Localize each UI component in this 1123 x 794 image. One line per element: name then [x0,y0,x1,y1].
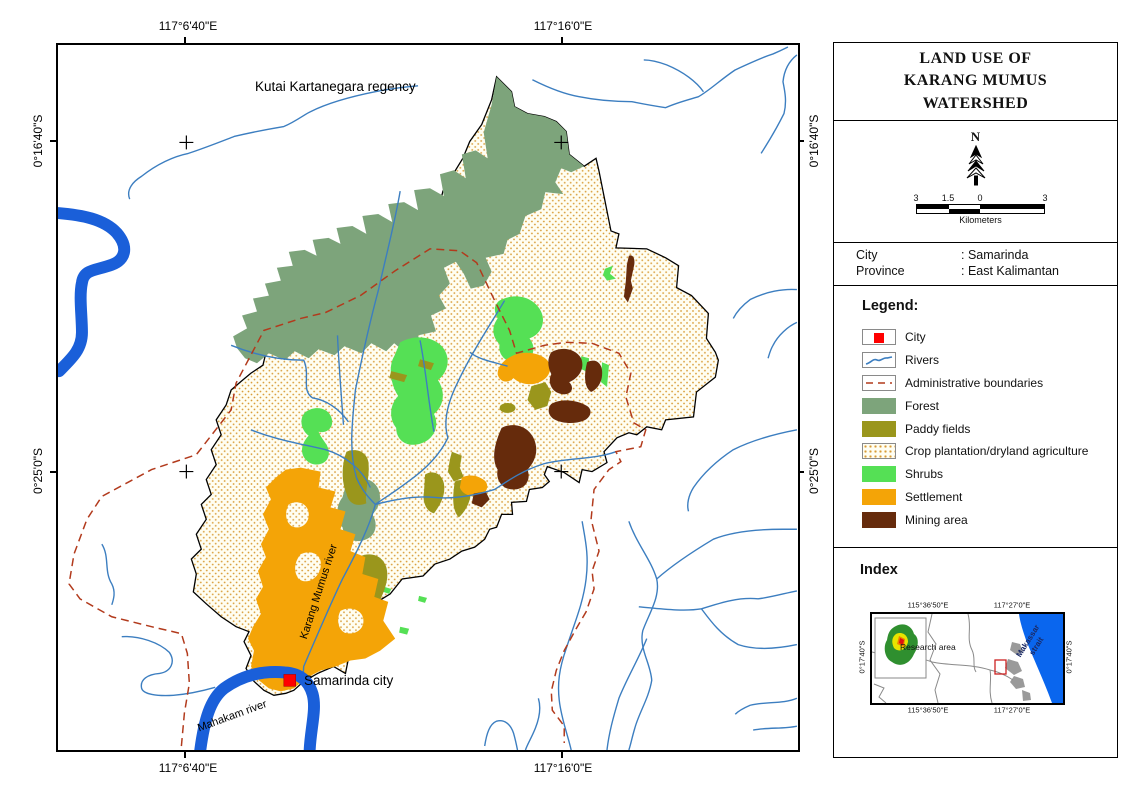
city-marker[interactable] [283,674,296,687]
index-heading: Index [860,562,898,578]
legend-section: Legend: City Rivers Administrative bo [834,286,1117,548]
legend-item-crop[interactable]: Crop plantation/dryland agriculture [862,440,1107,463]
city-swatch-icon [862,329,896,346]
coastal-patches [1005,642,1031,701]
index-coord-left: 0°17'40"S [857,640,867,674]
province-value: : East Kalimantan [961,264,1059,278]
tick-left-2 [50,471,56,473]
tick-top-1 [184,37,186,43]
coord-bottom-1: 117°6'40"E [158,761,218,775]
province-key: Province [856,264,905,278]
tick-top-2 [561,37,563,43]
tick-left-1 [50,140,56,142]
index-section: Index 115°36'50"E 117°27'0"E 115°36'50"E… [834,548,1117,758]
map-title: LAND USE OF KARANG MUMUS WATERSHED [903,49,1048,112]
map-frame: Kutai Kartanegara regency Samarinda city… [56,43,800,752]
tick-right-2 [798,471,804,473]
samarinda-city-label: Samarinda city [304,673,394,688]
tick-bottom-2 [561,752,563,758]
location-section: City : Samarinda Province : East Kaliman… [834,243,1117,286]
coord-top-2: 117°16'0"E [533,19,593,33]
index-map[interactable]: Research area Makassar strait [870,612,1065,705]
scale-bar-numbers: 3 1.5 0 3 [913,193,1048,203]
paddy-swatch-icon [862,420,896,437]
scale-bar: 3 1.5 0 3 Kil [913,193,1048,225]
legend-heading: Legend: [862,298,919,314]
tick-bottom-1 [184,752,186,758]
mining-swatch-icon [862,511,896,528]
graticule-crosses [179,135,569,479]
coord-left-2: 0°25'0"S [31,447,45,495]
title-section: LAND USE OF KARANG MUMUS WATERSHED [834,43,1117,121]
makassar-strait-sea [1019,614,1063,703]
administrative-boundary [68,248,647,747]
legend-item-admin-boundaries[interactable]: Administrative boundaries [862,372,1107,395]
scale-section: N 3 1.5 0 3 [834,121,1117,243]
mahakam-river [58,207,320,750]
legend-item-mining[interactable]: Mining area [862,508,1107,531]
settlement-areas [248,352,551,692]
karang-mumus-river [230,191,617,683]
forest-swatch-icon [862,397,896,414]
mining-areas [471,255,635,508]
index-map-canvas [871,613,1063,704]
research-area-box [994,659,1007,675]
shrubs-swatch-icon [862,466,896,483]
coord-right-2: 0°25'0"S [807,447,821,495]
index-coord-top-1: 115°36'50"E [907,600,949,610]
legend-item-rivers[interactable]: Rivers [862,349,1107,372]
research-area-label: Research area [900,642,956,652]
index-coord-bottom-1: 115°36'50"E [907,705,949,715]
legend-item-forest[interactable]: Forest [862,394,1107,417]
index-coord-top-2: 117°27'0"E [993,600,1031,610]
north-arrow-icon [966,145,985,186]
city-key: City [856,248,878,262]
map-canvas[interactable] [58,45,798,750]
crop-swatch-icon [862,443,896,460]
legend-item-shrubs[interactable]: Shrubs [862,463,1107,486]
city-value: : Samarinda [961,248,1029,262]
admin-boundary-swatch-icon [862,374,896,391]
coord-top-1: 117°6'40"E [158,19,218,33]
coord-left-1: 0°16'40"S [31,114,45,168]
rivers-outside [101,46,798,750]
coord-bottom-2: 117°16'0"E [533,761,593,775]
borneo-inset [874,617,927,679]
settlement-swatch-icon [862,488,896,505]
scale-unit: Kilometers [959,215,1002,225]
tick-right-1 [798,140,804,142]
legend-item-settlement[interactable]: Settlement [862,486,1107,509]
scale-bar-graphic [916,204,1045,214]
legend-item-city[interactable]: City [862,326,1107,349]
north-label: N [970,129,981,144]
rivers-swatch-icon [862,352,896,369]
info-panel: LAND USE OF KARANG MUMUS WATERSHED N 3 [833,42,1118,758]
crop-holes [286,502,364,634]
index-coord-right: 0°17'40"S [1064,640,1074,674]
index-coord-bottom-2: 117°27'0"E [993,705,1031,715]
legend-item-paddy[interactable]: Paddy fields [862,417,1107,440]
coord-right-1: 0°16'40"S [807,114,821,168]
regency-label: Kutai Kartanegara regency [255,79,416,94]
